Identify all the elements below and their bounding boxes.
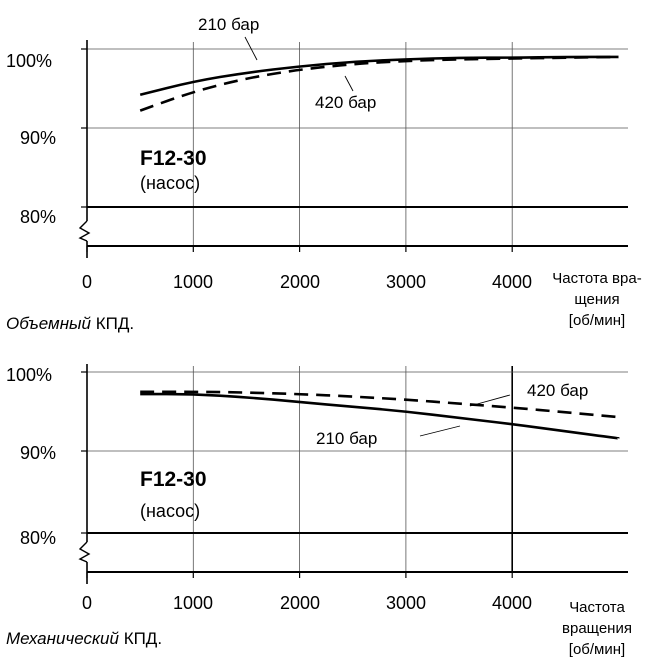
caption-rest: КПД. bbox=[96, 314, 134, 333]
x-tick-label: 2000 bbox=[280, 272, 320, 292]
label-pointer bbox=[469, 394, 511, 407]
model-sublabel: (насос) bbox=[140, 501, 200, 521]
caption-italic: Объемный bbox=[6, 314, 92, 333]
x-tick-label: 4000 bbox=[492, 272, 532, 292]
grid bbox=[87, 366, 628, 572]
x-tick-label: 4000 bbox=[492, 593, 532, 613]
axes bbox=[78, 40, 628, 258]
model-label: F12-30 bbox=[140, 468, 207, 491]
y-tick-label: 90% bbox=[20, 128, 56, 148]
caption-italic: Механический bbox=[6, 629, 119, 648]
model-sublabel: (насос) bbox=[140, 173, 200, 193]
series-label-210: 210 бар bbox=[198, 15, 259, 34]
x-axis-label: Частота вра- bbox=[552, 270, 641, 287]
y-tick-label: 90% bbox=[20, 443, 56, 463]
label-pointer bbox=[419, 425, 461, 437]
x-tick-label: 0 bbox=[82, 593, 92, 613]
x-axis-label: [об/мин] bbox=[569, 312, 625, 329]
series-label-210: 210 бар bbox=[316, 429, 377, 448]
series-lines bbox=[139, 55, 619, 112]
volumetric-efficiency-chart: 100% 90% 80% 0 1000 2000 3000 4000 Часто… bbox=[6, 15, 642, 333]
x-axis-label: щения bbox=[574, 291, 619, 308]
y-tick-label: 100% bbox=[6, 51, 52, 71]
series-label-420: 420 бар bbox=[315, 93, 376, 112]
x-tick-label: 3000 bbox=[386, 593, 426, 613]
series-lines bbox=[140, 390, 620, 440]
label-pointer bbox=[344, 75, 354, 92]
model-label: F12-30 bbox=[140, 147, 207, 170]
series-label-420: 420 бар bbox=[527, 381, 588, 400]
label-pointers bbox=[244, 36, 354, 92]
chart-caption: Механический КПД. bbox=[6, 629, 162, 648]
x-tick-label: 0 bbox=[82, 272, 92, 292]
x-axis-label: Частота bbox=[569, 599, 625, 616]
y-tick-label: 100% bbox=[6, 365, 52, 385]
x-axis-label: вращения bbox=[562, 620, 632, 637]
chart-caption: Объемный КПД. bbox=[6, 314, 134, 333]
x-tick-label: 3000 bbox=[386, 272, 426, 292]
mechanical-efficiency-chart: 100% 90% 80% 0 1000 2000 3000 4000 Часто… bbox=[6, 364, 632, 658]
series-line-420 bbox=[139, 55, 619, 112]
y-tick-label: 80% bbox=[20, 207, 56, 227]
grid bbox=[87, 42, 628, 246]
series-line-210 bbox=[140, 392, 620, 440]
label-pointer bbox=[244, 36, 258, 61]
x-tick-label: 2000 bbox=[280, 593, 320, 613]
axis-break-mark bbox=[78, 541, 91, 563]
x-axis-label: [об/мин] bbox=[569, 641, 625, 658]
x-tick-label: 1000 bbox=[173, 593, 213, 613]
x-tick-label: 1000 bbox=[173, 272, 213, 292]
axis-break-mark bbox=[78, 220, 91, 242]
axes bbox=[78, 364, 628, 584]
label-pointers bbox=[419, 394, 511, 437]
y-tick-label: 80% bbox=[20, 528, 56, 548]
caption-rest: КПД. bbox=[124, 629, 162, 648]
